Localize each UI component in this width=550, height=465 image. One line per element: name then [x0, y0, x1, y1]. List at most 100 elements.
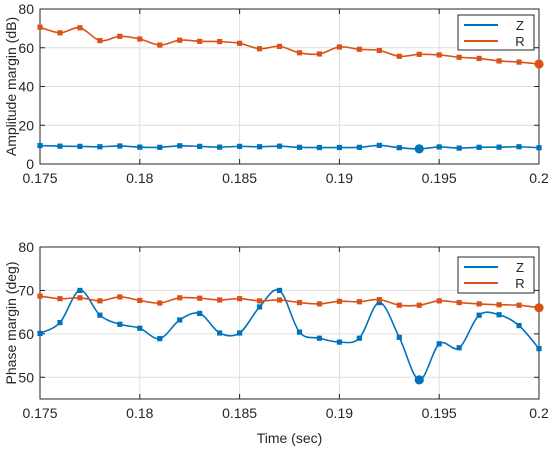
series-z — [37, 142, 542, 154]
data-point — [256, 144, 263, 150]
data-point — [77, 287, 83, 294]
data-point — [137, 297, 143, 304]
data-point — [197, 310, 203, 317]
data-point — [316, 144, 323, 151]
data-point — [356, 299, 362, 305]
data-point — [396, 145, 402, 151]
legend-label-z: Z — [516, 260, 524, 275]
y-tick-label: 60 — [18, 40, 34, 56]
chart-2: 0.175 0.18 0.185 0.19 0.195 0.2 50 60 70 80 Phase … — [3, 239, 549, 446]
data-point — [237, 143, 243, 149]
data-point — [57, 319, 63, 326]
x-tick-label: 0.19 — [326, 170, 353, 186]
y-tick-label: 40 — [18, 79, 34, 95]
data-point — [356, 144, 362, 150]
x-tick-label: 0.175 — [22, 405, 57, 421]
data-point — [376, 299, 382, 306]
data-point — [316, 335, 323, 341]
data-point — [436, 298, 442, 304]
legend: ZR — [457, 256, 535, 294]
data-point — [336, 144, 342, 151]
series-z — [37, 287, 542, 385]
data-point — [237, 330, 243, 336]
data-point — [117, 321, 123, 327]
highlight-point — [534, 303, 544, 313]
data-point — [296, 299, 303, 306]
data-point — [256, 304, 263, 310]
legend-label-z: Z — [516, 18, 524, 33]
data-point — [177, 143, 183, 149]
data-point — [97, 312, 103, 318]
data-point — [376, 47, 382, 54]
data-point — [356, 46, 362, 52]
data-point — [536, 346, 542, 352]
x-axis-label: Time (sec) — [257, 430, 323, 446]
data-point — [256, 298, 263, 304]
legend: ZR — [457, 14, 535, 51]
x-tick-label: 0.195 — [422, 170, 457, 186]
plot-area — [40, 247, 539, 399]
y-axis-label: Phase margin (deg) — [3, 262, 19, 385]
data-point — [256, 46, 263, 52]
y-tick-label: 70 — [18, 282, 34, 298]
chart-1: 0.175 0.18 0.185 0.19 0.195 0.2 0 20 40 60 80Ampli… — [3, 1, 549, 186]
data-point — [157, 300, 163, 306]
x-tick-label: 0.18 — [126, 170, 153, 186]
data-point — [516, 144, 522, 150]
data-point — [436, 144, 442, 150]
data-point — [396, 334, 402, 340]
x-tick-label: 0.185 — [222, 170, 257, 186]
data-point — [57, 296, 63, 302]
axes-box — [39, 246, 540, 400]
data-point — [456, 345, 462, 351]
data-point — [396, 53, 402, 59]
data-point — [157, 42, 163, 48]
highlight-point — [414, 375, 424, 385]
data-point — [217, 330, 223, 336]
highlight-point — [414, 144, 424, 154]
data-point — [37, 293, 43, 299]
x-tick-label: 0.185 — [222, 405, 257, 421]
data-point — [177, 317, 183, 323]
legend-label-r: R — [515, 276, 524, 291]
data-point — [217, 38, 223, 45]
data-point — [496, 302, 502, 308]
data-point — [37, 142, 43, 149]
data-point — [416, 302, 422, 308]
data-point — [296, 144, 303, 150]
data-point — [237, 40, 243, 46]
y-tick-label: 80 — [18, 1, 34, 17]
data-point — [177, 37, 183, 43]
highlight-point — [534, 59, 544, 69]
data-point — [117, 143, 123, 149]
data-point — [197, 38, 203, 44]
data-point — [97, 144, 103, 150]
data-point — [57, 143, 63, 149]
series-r — [37, 293, 544, 313]
x-tick-label: 0.2 — [529, 405, 549, 421]
legend-box — [457, 256, 535, 294]
data-point — [476, 301, 482, 307]
y-tick-label: 60 — [18, 326, 34, 342]
data-point — [197, 143, 203, 149]
data-point — [296, 329, 303, 335]
data-point — [197, 295, 203, 301]
data-point — [316, 51, 323, 57]
data-point — [117, 33, 123, 39]
data-point — [456, 54, 462, 60]
x-tick-label: 0.19 — [326, 405, 353, 421]
data-point — [97, 298, 103, 304]
series-r — [37, 24, 544, 69]
data-point — [436, 52, 442, 58]
y-axis-label: Amplitude margin (dB) — [3, 17, 19, 156]
data-point — [276, 143, 283, 149]
x-tick-label: 0.2 — [529, 170, 549, 186]
data-point — [476, 144, 482, 150]
data-point — [416, 51, 422, 57]
data-point — [237, 296, 243, 302]
data-point — [436, 341, 442, 347]
data-point — [456, 145, 462, 151]
x-tick-label: 0.195 — [422, 405, 457, 421]
data-point — [77, 295, 83, 301]
